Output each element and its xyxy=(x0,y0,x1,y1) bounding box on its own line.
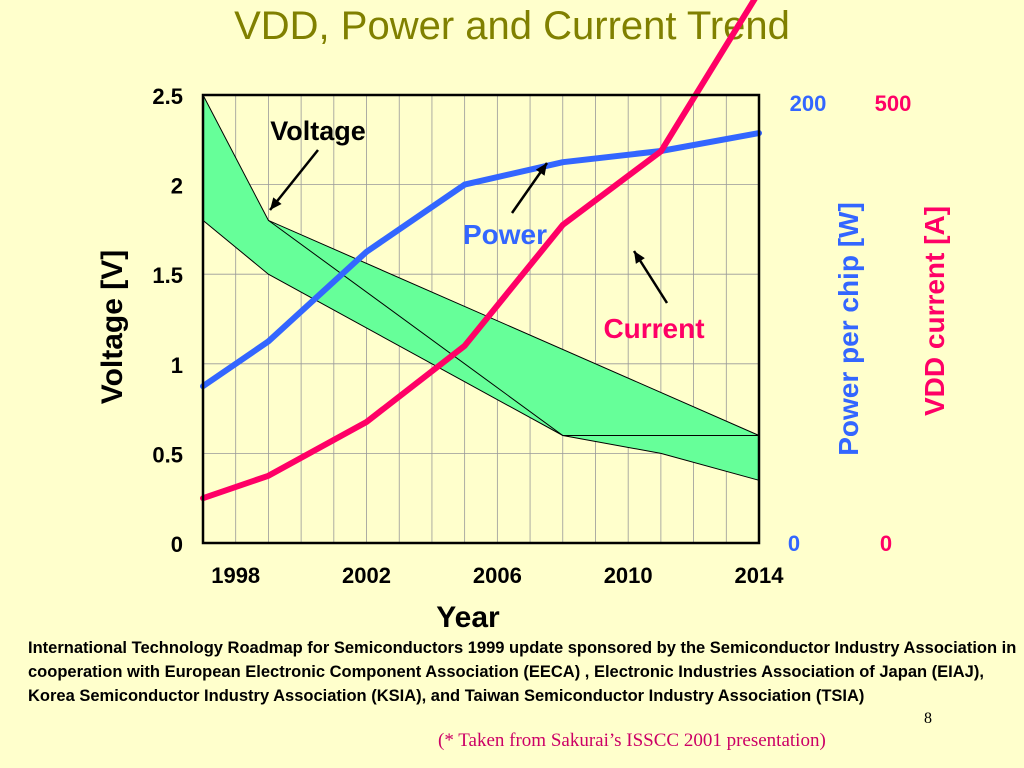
plot-frame xyxy=(201,93,761,545)
power-axis-max: 200 xyxy=(790,91,827,116)
y-tick-label: 1.5 xyxy=(152,263,183,288)
y-tick-label: 0.5 xyxy=(152,442,183,467)
annotation-current-arrow-head xyxy=(634,251,645,264)
power-axis-label: Power per chip [W] xyxy=(833,202,864,456)
current-axis-label: VDD current [A] xyxy=(919,206,950,416)
annotation-voltage: Voltage xyxy=(270,116,366,146)
y-tick-label: 1 xyxy=(171,353,183,378)
chart-series xyxy=(200,0,762,502)
x-axis-label: Year xyxy=(436,601,500,634)
y-tick-label: 2.5 xyxy=(152,84,183,109)
series-line-current xyxy=(200,0,758,502)
x-tick-label: 2002 xyxy=(342,563,391,588)
page-number: 8 xyxy=(924,710,932,727)
chart-annotations: Voltage Power Current xyxy=(269,116,705,344)
x-tick-label: 2010 xyxy=(604,563,653,588)
trend-chart: 0 0.5 1 1.5 2 2.5 1998 2002 2006 2010 2014 Year Volt… xyxy=(96,0,950,634)
page-title: VDD, Power and Current Trend xyxy=(234,4,790,48)
annotation-power: Power xyxy=(463,219,547,250)
y-tick-label: 2 xyxy=(171,174,183,199)
power-axis-min: 0 xyxy=(788,531,800,556)
annotation-current: Current xyxy=(603,313,704,344)
chart-axes: 0 0.5 1 1.5 2 2.5 1998 2002 2006 2010 2014 Year Volt… xyxy=(96,84,950,634)
annotation-voltage-arrow-head xyxy=(270,197,282,210)
y-tick-label: 0 xyxy=(171,532,183,557)
voltage-band-mid-line xyxy=(268,219,759,436)
voltage-band xyxy=(202,94,760,481)
credit-note: (* Taken from Sakurai’s ISSCC 2001 prese… xyxy=(438,730,826,751)
x-tick-label: 1998 xyxy=(211,563,260,588)
voltage-band-area xyxy=(203,95,759,481)
annotation-power-arrow-head xyxy=(535,163,547,176)
current-axis-max: 500 xyxy=(875,91,912,116)
y-axis-label-left: Voltage [V] xyxy=(96,250,129,404)
source-note: International Technology Roadmap for Sem… xyxy=(28,639,1017,705)
current-axis-min: 0 xyxy=(880,531,892,556)
x-tick-label: 2006 xyxy=(473,563,522,588)
x-tick-label: 2014 xyxy=(735,563,785,588)
annotation-voltage-arrow-line xyxy=(269,149,319,211)
